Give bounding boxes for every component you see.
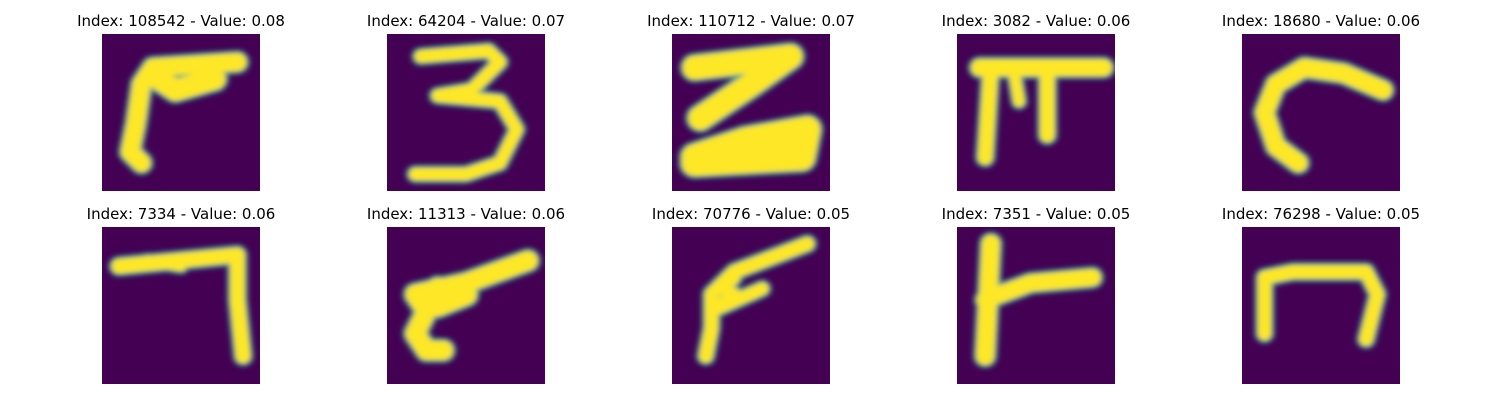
digit-image xyxy=(957,34,1115,191)
digit-image xyxy=(957,227,1115,384)
digit-image xyxy=(672,227,830,384)
glyph-core-stroke xyxy=(976,269,1101,309)
digit-image xyxy=(1242,227,1400,384)
glyph-core-stroke xyxy=(977,60,999,165)
glyph-core-stroke xyxy=(142,255,187,272)
panel-title: Index: 7351 - Value: 0.05 xyxy=(941,205,1131,223)
glyph-z-shape xyxy=(678,41,824,180)
glyph-core-stroke xyxy=(427,278,477,317)
glyph-flag-shape xyxy=(695,233,818,367)
digit-image xyxy=(672,34,830,191)
panel-title: Index: 11313 - Value: 0.06 xyxy=(366,205,566,223)
digit-image xyxy=(1242,34,1400,191)
glyph-core-stroke xyxy=(682,44,803,130)
image-panel: Index: 64204 - Value: 0.07 xyxy=(346,12,586,202)
glyph-core-stroke xyxy=(147,68,226,101)
glyph-seven-shape xyxy=(108,244,254,367)
image-panel: Index: 3082 - Value: 0.06 xyxy=(916,12,1156,202)
glyph-n-shape xyxy=(1254,261,1388,350)
glyph-digit-three xyxy=(405,41,527,184)
panel-title: Index: 110712 - Value: 0.07 xyxy=(647,12,855,30)
glyph-core-stroke xyxy=(1257,265,1385,346)
digit-image xyxy=(102,34,260,191)
glyph-core-stroke xyxy=(405,251,538,360)
image-panel: Index: 70776 - Value: 0.05 xyxy=(631,205,871,395)
panel-title: Index: 3082 - Value: 0.06 xyxy=(941,12,1131,30)
glyph-core-stroke xyxy=(121,53,247,172)
glyph-c-curve xyxy=(1252,55,1396,176)
glyph-pi-shape xyxy=(967,55,1115,169)
glyph-core-stroke xyxy=(1255,58,1393,172)
glyph-core-stroke xyxy=(111,247,251,364)
panel-title: Index: 18680 - Value: 0.06 xyxy=(1221,12,1421,30)
image-panel: Index: 108542 - Value: 0.08 xyxy=(61,12,301,202)
image-panel: Index: 110712 - Value: 0.07 xyxy=(631,12,871,202)
image-panel: Index: 7334 - Value: 0.06 xyxy=(61,205,301,395)
glyph-core-stroke xyxy=(705,271,769,318)
image-panel: Index: 18680 - Value: 0.06 xyxy=(1201,12,1441,202)
digit-image xyxy=(387,34,545,191)
panel-title: Index: 108542 - Value: 0.08 xyxy=(77,12,285,30)
panel-title: Index: 70776 - Value: 0.05 xyxy=(651,205,851,223)
glyph-core-stroke xyxy=(409,44,523,181)
glyph-hook-left xyxy=(117,49,250,176)
digit-image xyxy=(102,227,260,384)
glyph-core-stroke xyxy=(1007,62,1025,107)
glyph-core-stroke xyxy=(681,116,821,176)
glyph-gun-shape xyxy=(402,247,542,364)
digit-image xyxy=(387,227,545,384)
panel-title: Index: 7334 - Value: 0.06 xyxy=(86,205,276,223)
panel-title: Index: 76298 - Value: 0.05 xyxy=(1221,205,1421,223)
glyph-core-stroke xyxy=(699,237,815,363)
image-panel: Index: 7351 - Value: 0.05 xyxy=(916,205,1156,395)
panel-title: Index: 64204 - Value: 0.07 xyxy=(366,12,566,30)
image-panel: Index: 76298 - Value: 0.05 xyxy=(1201,205,1441,395)
image-panel: Index: 11313 - Value: 0.06 xyxy=(346,205,586,395)
glyph-t-side-shape xyxy=(972,231,1105,369)
